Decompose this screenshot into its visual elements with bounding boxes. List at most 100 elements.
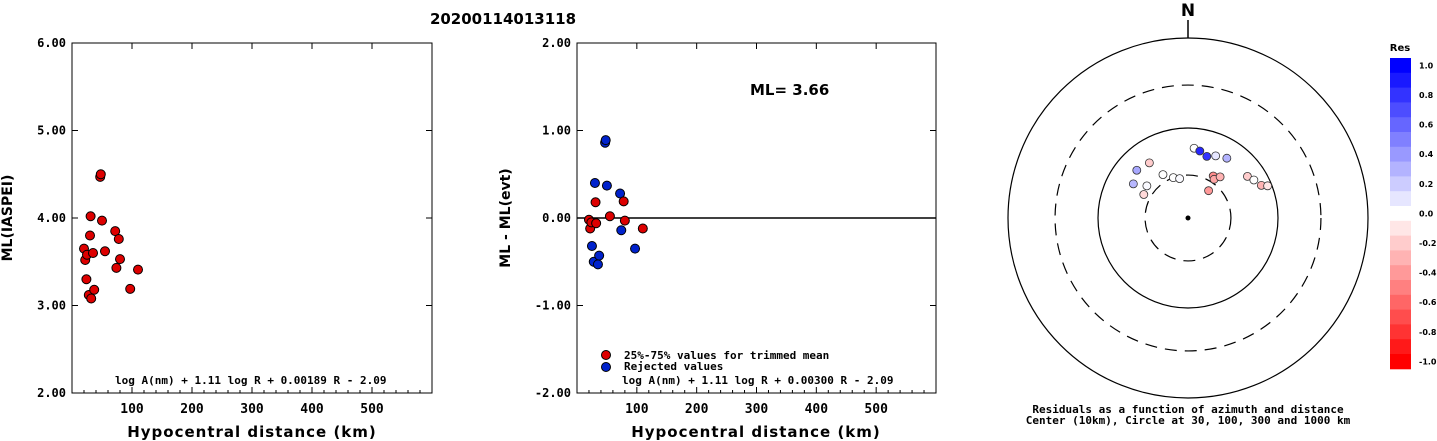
station-marker [1158, 170, 1168, 180]
data-point [81, 274, 92, 285]
colorbar-tick-label: 0.4 [1419, 150, 1434, 159]
residual-distance-chart: 100 200 300 400 500 -2.00 -1.00 0.00 1.00 2.00 ML… [498, 36, 937, 441]
x-tick-label: 500 [864, 402, 888, 417]
colorbar-cell [1390, 220, 1411, 237]
legend-label-trimmed: 25%-75% values for trimmed mean [624, 349, 829, 362]
colorbar-cell [1390, 87, 1411, 103]
y-tick-label: 3.00 [37, 299, 66, 313]
y-axis-label: ML - ML(evt) [498, 168, 514, 267]
x-tick-label: 300 [240, 402, 264, 417]
data-point [88, 248, 98, 258]
station-marker [1128, 179, 1138, 189]
legend-marker-rejected [601, 362, 611, 372]
formula-text: log A(nm) + 1.11 log R + 0.00300 R - 2.0… [622, 374, 894, 387]
range-circle-300km [1054, 84, 1322, 352]
x-tick-label: 200 [685, 402, 709, 417]
azimuth-residual-map: N Residuals as a function of azimuth and… [1007, 1, 1369, 427]
y-tick-label: 1.00 [542, 124, 571, 138]
data-point [100, 246, 110, 257]
colorbar-tick-label: -0.4 [1419, 269, 1437, 278]
colorbar-cell [1390, 117, 1411, 133]
colorbar-cell [1390, 58, 1411, 74]
station-marker [1132, 165, 1142, 175]
station-marker [1142, 181, 1152, 191]
colorbar-cell [1390, 235, 1411, 251]
colorbar-cell [1390, 161, 1411, 177]
colorbar-tick-label: -0.2 [1419, 239, 1437, 248]
x-tick-label: 300 [745, 402, 769, 417]
data-point [89, 284, 100, 295]
y-tick-label: 2.00 [542, 36, 571, 50]
station-marker [1144, 158, 1154, 168]
y-tick-label: 5.00 [37, 124, 66, 138]
data-point [111, 262, 122, 273]
data-point [125, 283, 136, 294]
colorbar-cell [1390, 280, 1411, 296]
point-rejected [616, 225, 627, 236]
station-marker [1202, 151, 1212, 161]
point-rejected [630, 243, 641, 254]
x-axis-label: Hypocentral distance (km) [127, 423, 377, 441]
station-marker [1195, 146, 1205, 156]
colorbar-cell [1390, 206, 1411, 222]
colorbar-tick-label: -0.8 [1419, 328, 1437, 337]
point-rejected [586, 241, 597, 251]
point-trimmed [604, 211, 615, 222]
data-point [85, 230, 95, 241]
point-rejected [592, 259, 603, 270]
colorbar-cell [1390, 339, 1411, 355]
station-marker [1263, 181, 1273, 191]
station-marker [1204, 186, 1213, 196]
y-tick-label: -2.00 [535, 386, 571, 400]
range-circle-1000km [1007, 37, 1369, 399]
colorbar-cell [1390, 191, 1411, 207]
data-point [95, 169, 106, 180]
point-trimmed [619, 215, 630, 226]
data-point [113, 234, 124, 244]
colorbar-cell [1390, 132, 1411, 148]
map-caption-line1: Residuals as a function of azimuth and d… [1032, 403, 1344, 416]
x-tick-label: 100 [120, 402, 144, 417]
colorbar-title: Res [1390, 43, 1410, 54]
station-marker [1249, 175, 1259, 185]
x-tick-label: 400 [805, 402, 829, 417]
point-trimmed [590, 197, 601, 208]
colorbar-cell [1390, 354, 1411, 370]
y-tick-label: 2.00 [37, 386, 66, 400]
y-tick-label: 0.00 [542, 211, 571, 225]
formula-text: log A(nm) + 1.11 log R + 0.00189 R - 2.0… [115, 374, 387, 387]
colorbar-tick-label: 0.0 [1419, 209, 1434, 218]
magnitude-distance-chart: 100 200 300 400 500 2.00 3.00 4.00 5.00 6.00 ML(I… [0, 36, 433, 441]
legend-label-rejected: Rejected values [624, 360, 723, 373]
x-tick-label: 400 [300, 402, 324, 417]
point-rejected [601, 180, 612, 191]
ml-value-text: ML= 3.66 [750, 81, 829, 99]
x-axis-label: Hypocentral distance (km) [631, 423, 881, 441]
y-tick-label: 4.00 [37, 211, 66, 225]
map-caption-line2: Center (10km), Circle at 30, 100, 300 an… [1026, 414, 1351, 427]
plot-frame [71, 42, 433, 394]
colorbar-cell [1390, 250, 1411, 266]
data-point [97, 215, 107, 226]
station-marker [1215, 172, 1225, 182]
point-trimmed [591, 218, 602, 229]
colorbar-cell [1390, 324, 1411, 340]
data-point [133, 264, 143, 275]
point-rejected [600, 135, 611, 146]
colorbar-cell [1390, 294, 1411, 311]
residual-colorbar: Res 1.0 0.8 0.6 0.4 0.2 0.0 -0.2 -0.4 -0.6 -0.8 -1… [1390, 43, 1437, 370]
colorbar-cell [1390, 265, 1411, 281]
colorbar-tick-label: -1.0 [1419, 357, 1437, 366]
y-tick-label: -1.00 [535, 299, 571, 313]
x-tick-label: 100 [625, 402, 649, 417]
legend-marker-trimmed [601, 350, 611, 360]
colorbar-tick-label: 1.0 [1419, 61, 1434, 70]
station-marker [1211, 151, 1221, 161]
point-rejected [589, 178, 600, 188]
station-marker [1222, 153, 1232, 163]
colorbar-cell [1390, 146, 1411, 163]
point-trimmed [637, 223, 648, 234]
colorbar-cell [1390, 72, 1411, 89]
north-label: N [1181, 1, 1195, 21]
